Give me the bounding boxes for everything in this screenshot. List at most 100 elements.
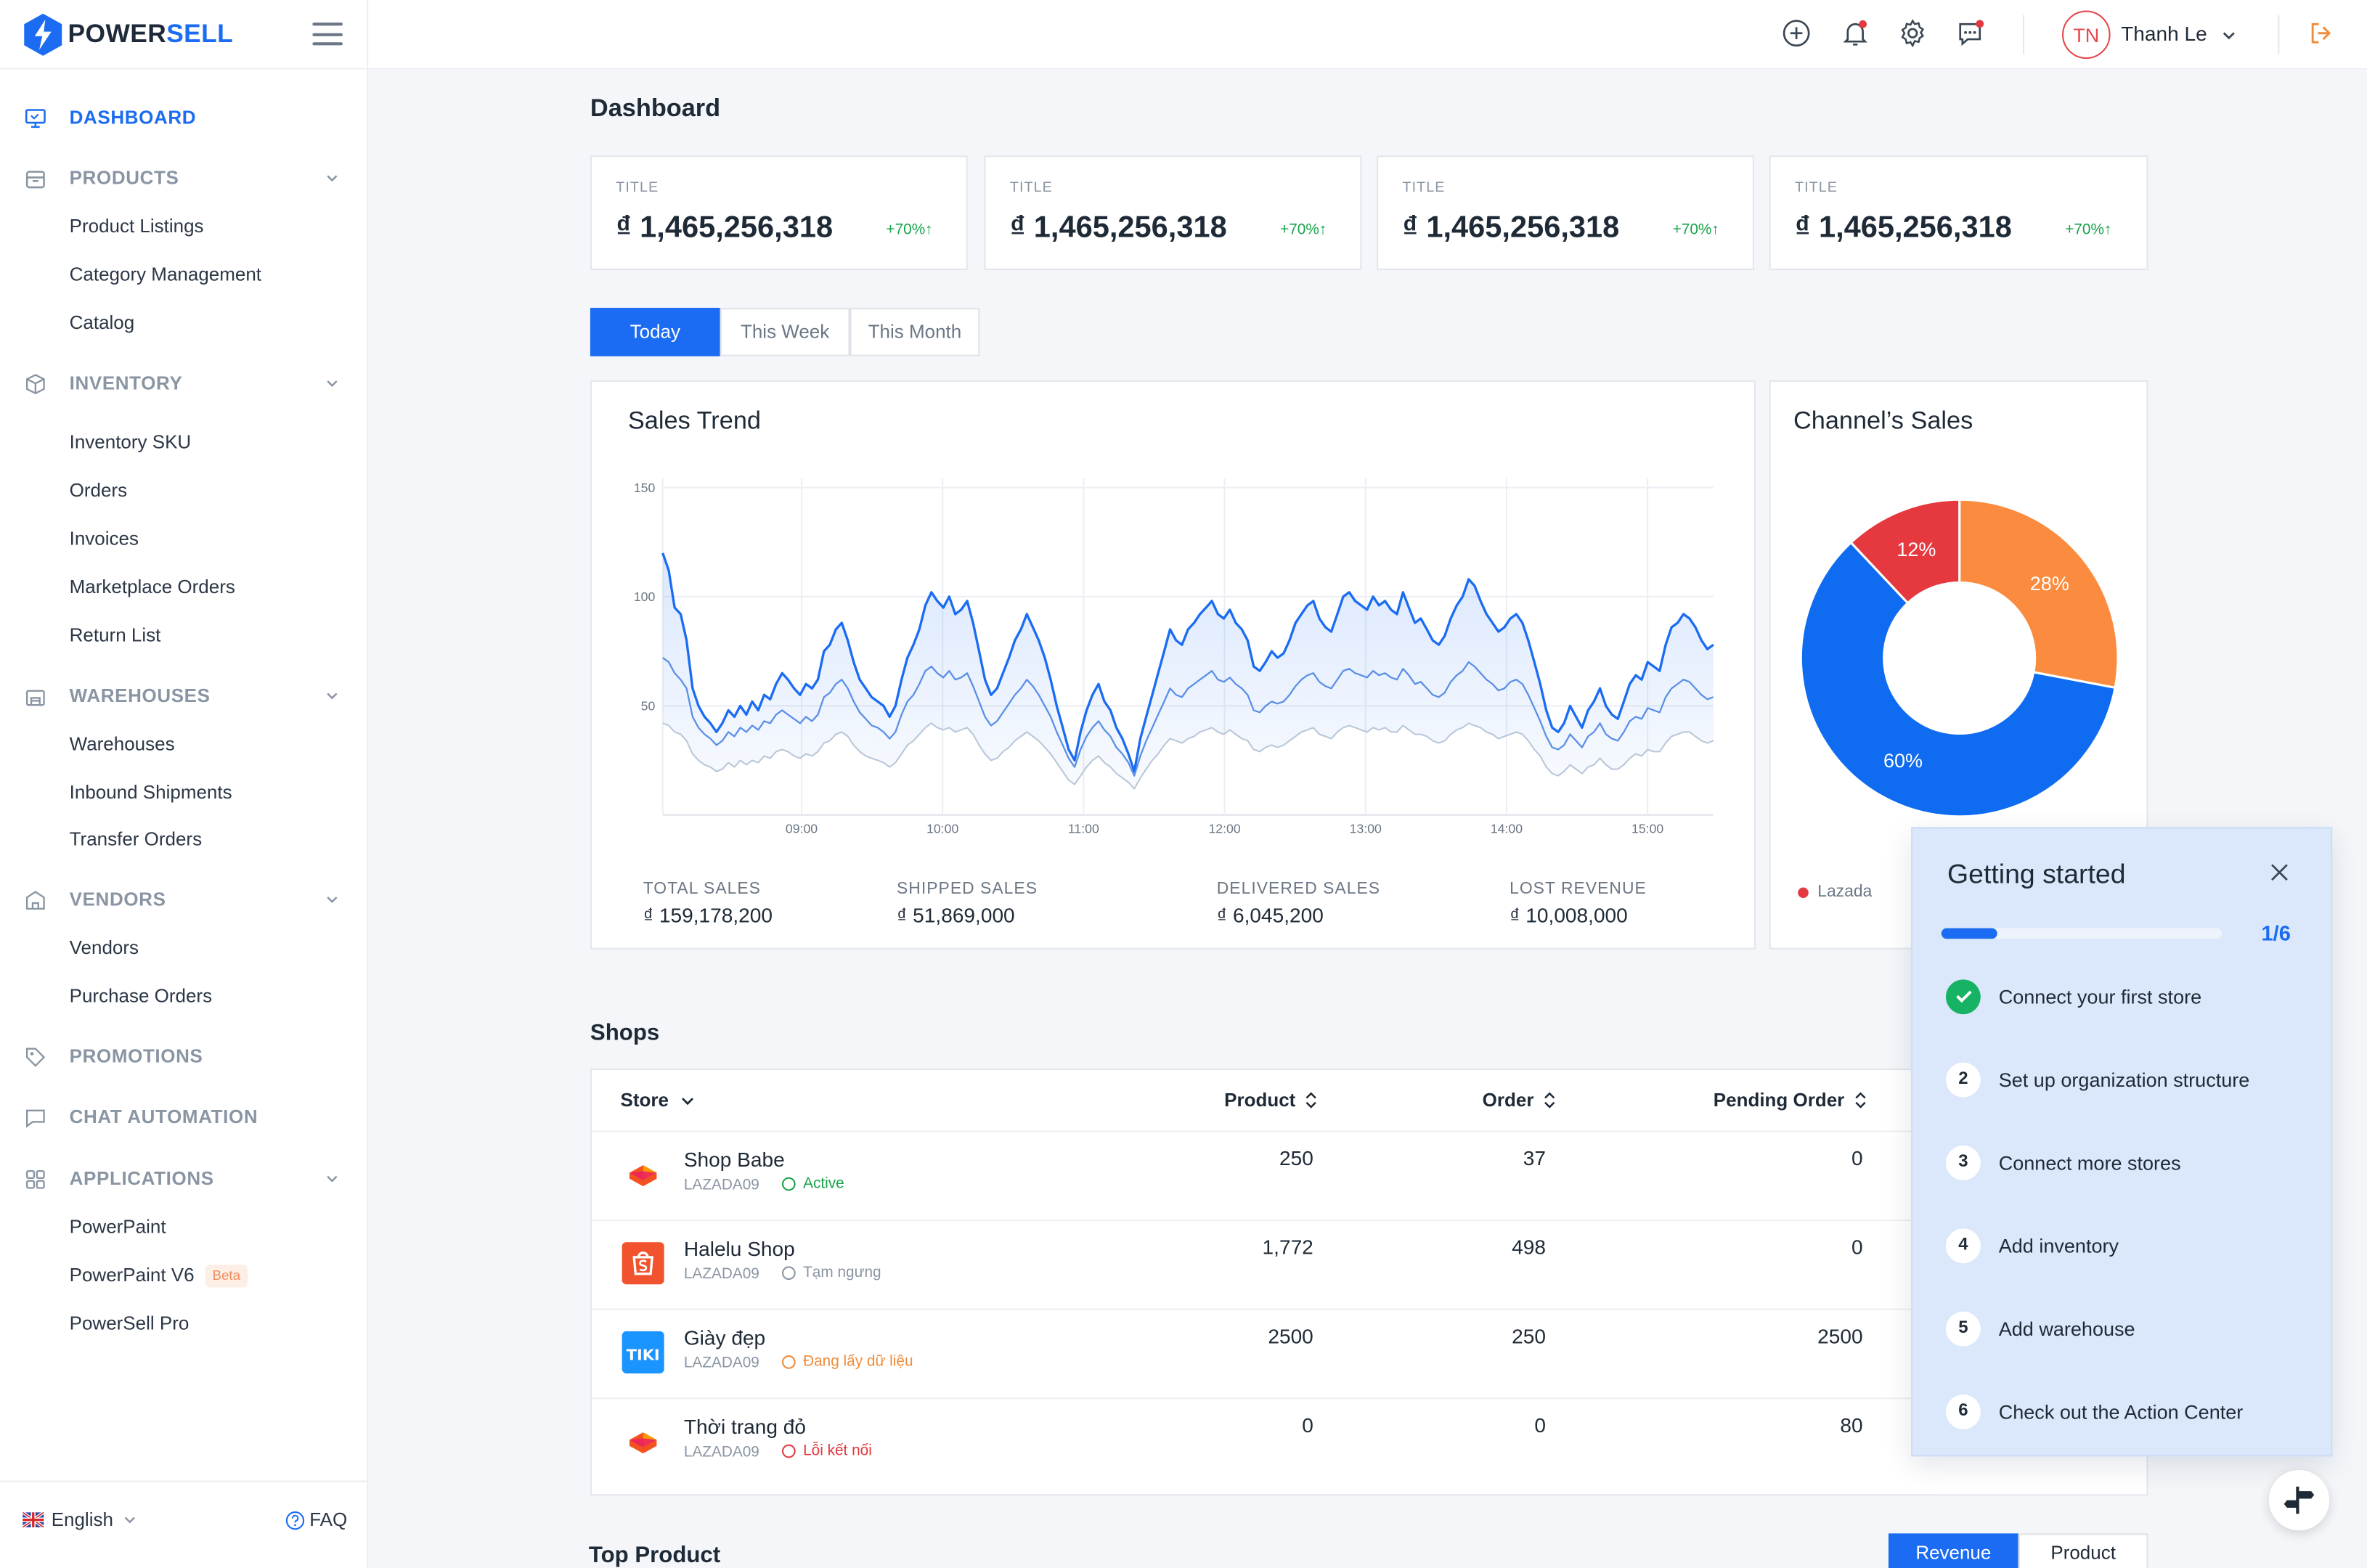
- sidebar-subitem-invoices[interactable]: Invoices: [69, 528, 139, 550]
- sidebar-item-products[interactable]: PRODUCTS: [0, 158, 367, 197]
- series-line: [662, 722, 1714, 790]
- channel-sales-donut[interactable]: 28% 60% 12%: [1771, 473, 2150, 835]
- sidebar-subitem-category-management[interactable]: Category Management: [69, 264, 262, 285]
- tab-this-week[interactable]: This Week: [720, 308, 850, 356]
- step-connect-more-stores[interactable]: 3 Connect more stores: [1945, 1144, 2323, 1180]
- tab-today[interactable]: Today: [590, 308, 720, 356]
- sidebar-item-promotions[interactable]: PROMOTIONS: [0, 1037, 367, 1076]
- bell-icon[interactable]: [1840, 18, 1870, 49]
- sidebar-subitem-catalog[interactable]: Catalog: [69, 312, 135, 334]
- kpi-value: ₫ 1,465,256,318: [1402, 211, 1620, 245]
- tab-product[interactable]: Product: [2018, 1533, 2148, 1568]
- logout-icon[interactable]: [2307, 18, 2337, 49]
- status-dot: [781, 1355, 796, 1369]
- sidebar-item-vendors[interactable]: VENDORS: [0, 880, 367, 919]
- table-row[interactable]: Shop Babe LAZADA09 Active 250 37 0: [592, 1130, 2147, 1220]
- sidebar-subitem-return-list[interactable]: Return List: [69, 624, 161, 646]
- sidebar-subitem-inventory-sku[interactable]: Inventory SKU: [69, 431, 192, 453]
- y-tick-label: 150: [634, 481, 656, 495]
- sidebar-subitem-vendors[interactable]: Vendors: [69, 937, 139, 959]
- step-label: Add inventory: [1998, 1233, 2119, 1257]
- lazada-logo-icon: [622, 1153, 664, 1196]
- pending-count: 80: [1840, 1414, 1863, 1437]
- plus-circle-icon[interactable]: [1781, 18, 1812, 49]
- step-add-warehouse[interactable]: 5 Add warehouse: [1945, 1310, 2323, 1347]
- sidebar-subitem-orders[interactable]: Orders: [69, 480, 128, 502]
- column-header-store[interactable]: Store: [621, 1090, 695, 1111]
- sidebar-footer: English FAQ: [0, 1480, 367, 1568]
- menu-toggle-icon[interactable]: [312, 23, 343, 46]
- sidebar-item-label: PRODUCTS: [69, 167, 179, 189]
- sidebar-subitem-purchase-orders[interactable]: Purchase Orders: [69, 985, 213, 1007]
- step-number: 5: [1945, 1310, 1981, 1346]
- sales-trend-chart[interactable]: 150 100 50 09:00 10:00 11:00 12:00 13:00 14:00 15…: [592, 382, 1757, 865]
- faq-link[interactable]: FAQ: [285, 1509, 347, 1530]
- language-label: English: [51, 1509, 113, 1531]
- sidebar-item-applications[interactable]: APPLICATIONS: [0, 1159, 367, 1199]
- pie-slice[interactable]: [1849, 498, 1961, 605]
- kpi-card[interactable]: TITLE ₫ 1,465,256,318 +70%↑: [1769, 155, 2148, 271]
- sidebar-subitem-marketplace-orders[interactable]: Marketplace Orders: [69, 576, 235, 598]
- x-tick-label: 12:00: [1208, 822, 1240, 836]
- sidebar-subitem-powerpaint-v6[interactable]: PowerPaint V6 Beta: [70, 1260, 248, 1291]
- brand-logo[interactable]: POWERSELL: [0, 0, 367, 70]
- sort-icon: [1544, 1092, 1555, 1108]
- sidebar-subitem-transfer-orders[interactable]: Transfer Orders: [69, 828, 203, 850]
- signpost-icon: [2284, 1486, 2315, 1514]
- sidebar-item-warehouses[interactable]: WAREHOUSES: [0, 676, 367, 715]
- step-label: Connect more stores: [1998, 1151, 2181, 1174]
- sidebar-item-chat-automation[interactable]: CHAT AUTOMATION: [0, 1098, 367, 1137]
- page-title: Dashboard: [590, 94, 721, 123]
- sidebar-subitem-powersell-pro[interactable]: PowerSell Pro: [69, 1312, 190, 1334]
- chat-alert-icon[interactable]: [1957, 18, 1987, 49]
- step-connect-first-store[interactable]: Connect your first store: [1945, 978, 2323, 1014]
- uk-flag-icon: [23, 1512, 44, 1528]
- column-header-pending-order[interactable]: Pending Order: [1714, 1090, 1867, 1111]
- sidebar-item-label: INVENTORY: [69, 372, 183, 394]
- tab-revenue[interactable]: Revenue: [1888, 1533, 2018, 1568]
- kpi-card[interactable]: TITLE ₫ 1,465,256,318 +70%↑: [984, 155, 1362, 271]
- pie-slice[interactable]: [1799, 541, 2117, 818]
- sidebar-item-dashboard[interactable]: DASHBOARD: [0, 98, 367, 137]
- stat-value: ₫ 10,008,000: [1510, 904, 1628, 927]
- series-line: [661, 552, 1714, 773]
- sidebar-subitem-warehouses[interactable]: Warehouses: [69, 733, 175, 755]
- language-selector[interactable]: English: [23, 1509, 136, 1530]
- close-icon[interactable]: [2269, 862, 2290, 883]
- x-tick-label: 13:00: [1350, 822, 1382, 836]
- status-dot: [781, 1177, 796, 1191]
- table-row[interactable]: TIKI Giày đẹp LAZADA09 Đang lấy dữ liệu …: [592, 1308, 2147, 1398]
- column-header-product[interactable]: Product: [1224, 1090, 1318, 1111]
- x-tick-label: 11:00: [1068, 822, 1099, 836]
- tab-this-month[interactable]: This Month: [850, 308, 980, 356]
- kpi-card[interactable]: TITLE ₫ 1,465,256,318 +70%↑: [1377, 155, 1754, 271]
- shop-name: Halelu Shop: [683, 1237, 795, 1261]
- pie-slice[interactable]: [1958, 498, 2119, 690]
- sidebar-item-inventory[interactable]: INVENTORY: [0, 364, 367, 403]
- sidebar-subitem-powerpaint[interactable]: PowerPaint: [69, 1216, 166, 1238]
- card-title: Sales Trend: [627, 407, 761, 435]
- step-organization-structure[interactable]: 2 Set up organization structure: [1945, 1061, 2323, 1098]
- step-add-inventory[interactable]: 4 Add inventory: [1945, 1227, 2323, 1263]
- sort-icon: [1855, 1092, 1866, 1108]
- table-row[interactable]: Thời trang đỏ LAZADA09 Lỗi kết nối 0 0 8…: [592, 1397, 2147, 1487]
- guide-button[interactable]: [2268, 1470, 2330, 1531]
- user-name[interactable]: Thanh Le: [2121, 23, 2207, 46]
- x-tick-label: 10:00: [926, 822, 958, 836]
- header-divider: [2022, 15, 2025, 54]
- sidebar-subitem-inbound-shipments[interactable]: Inbound Shipments: [69, 781, 232, 804]
- stat-shipped-sales: SHIPPED SALES ₫ 51,869,000: [897, 880, 1038, 926]
- avatar[interactable]: TN: [2062, 10, 2111, 60]
- table-row[interactable]: Halelu Shop LAZADA09 Tạm ngưng 1,772 498…: [592, 1219, 2147, 1309]
- chevron-down-icon[interactable]: [2222, 29, 2236, 43]
- step-action-center[interactable]: 6 Check out the Action Center: [1945, 1393, 2323, 1429]
- shop-code: LAZADA09: [683, 1177, 759, 1194]
- product-count: 1,772: [1262, 1236, 1313, 1259]
- shop-name: Giày đẹp: [683, 1326, 766, 1349]
- status-badge: Đang lấy dữ liệu: [781, 1354, 913, 1371]
- kpi-card[interactable]: TITLE ₫ 1,465,256,318 +70%↑: [590, 155, 968, 271]
- column-header-order[interactable]: Order: [1483, 1090, 1557, 1111]
- gear-icon[interactable]: [1897, 18, 1928, 49]
- sidebar-subitem-product-listings[interactable]: Product Listings: [69, 216, 204, 237]
- chevron-down-icon: [327, 693, 338, 700]
